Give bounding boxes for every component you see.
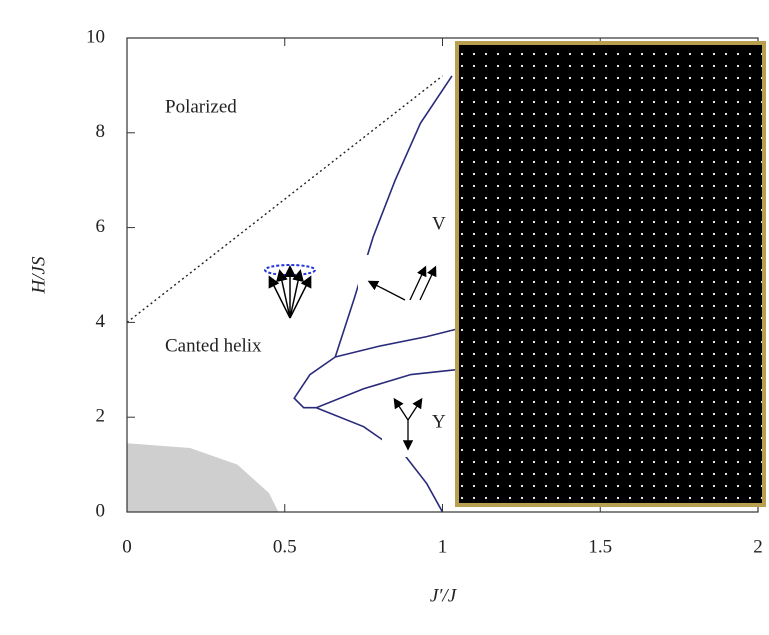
- phase-boundary: [335, 328, 456, 358]
- region-label: V: [432, 213, 446, 234]
- y-tick-label: 4: [96, 311, 106, 332]
- region-label: Canted helix: [165, 335, 262, 356]
- y-tick-label: 10: [86, 26, 105, 47]
- y-icon: [382, 385, 432, 457]
- x-tick-label: 0: [122, 536, 132, 557]
- region-label: Y: [432, 411, 446, 432]
- y-tick-label: 0: [96, 500, 106, 521]
- x-tick-label: 0.5: [273, 536, 297, 557]
- cone-icon: [264, 264, 316, 319]
- phase-boundary: [126, 75, 443, 323]
- plot-area: 0 0.5 1 1.5 2 0 2 4 6 8 10 Polarized Canted helix V Y: [86, 26, 763, 557]
- y-tick-label: 6: [96, 216, 106, 237]
- v-icon: [358, 255, 448, 310]
- region-label: Polarized: [165, 96, 237, 117]
- overlay-panel: [455, 41, 766, 507]
- phase-boundary: [293, 356, 456, 409]
- shaded-region: [127, 443, 279, 512]
- x-tick-label: 1: [438, 536, 448, 557]
- x-axis-label: J′/J: [430, 585, 458, 606]
- x-tick-label: 1.5: [588, 536, 612, 557]
- y-tick-label: 8: [96, 121, 106, 142]
- x-tick-label: 2: [753, 536, 763, 557]
- y-axis-label: H/JS: [28, 256, 49, 294]
- phase-boundary: [334, 75, 453, 358]
- y-tick-label: 2: [96, 406, 106, 427]
